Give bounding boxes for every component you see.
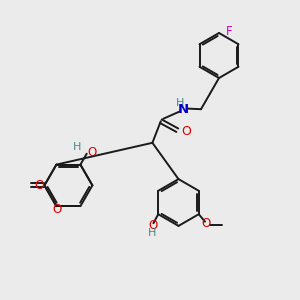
Text: N: N: [178, 103, 189, 116]
Text: O: O: [34, 179, 44, 192]
Text: O: O: [181, 125, 191, 139]
Text: O: O: [87, 146, 97, 159]
Text: O: O: [148, 219, 158, 232]
Text: O: O: [202, 217, 211, 230]
Text: F: F: [226, 25, 232, 38]
Text: H: H: [148, 228, 157, 238]
Text: H: H: [73, 142, 81, 152]
Text: H: H: [176, 98, 184, 109]
Text: O: O: [53, 203, 62, 216]
